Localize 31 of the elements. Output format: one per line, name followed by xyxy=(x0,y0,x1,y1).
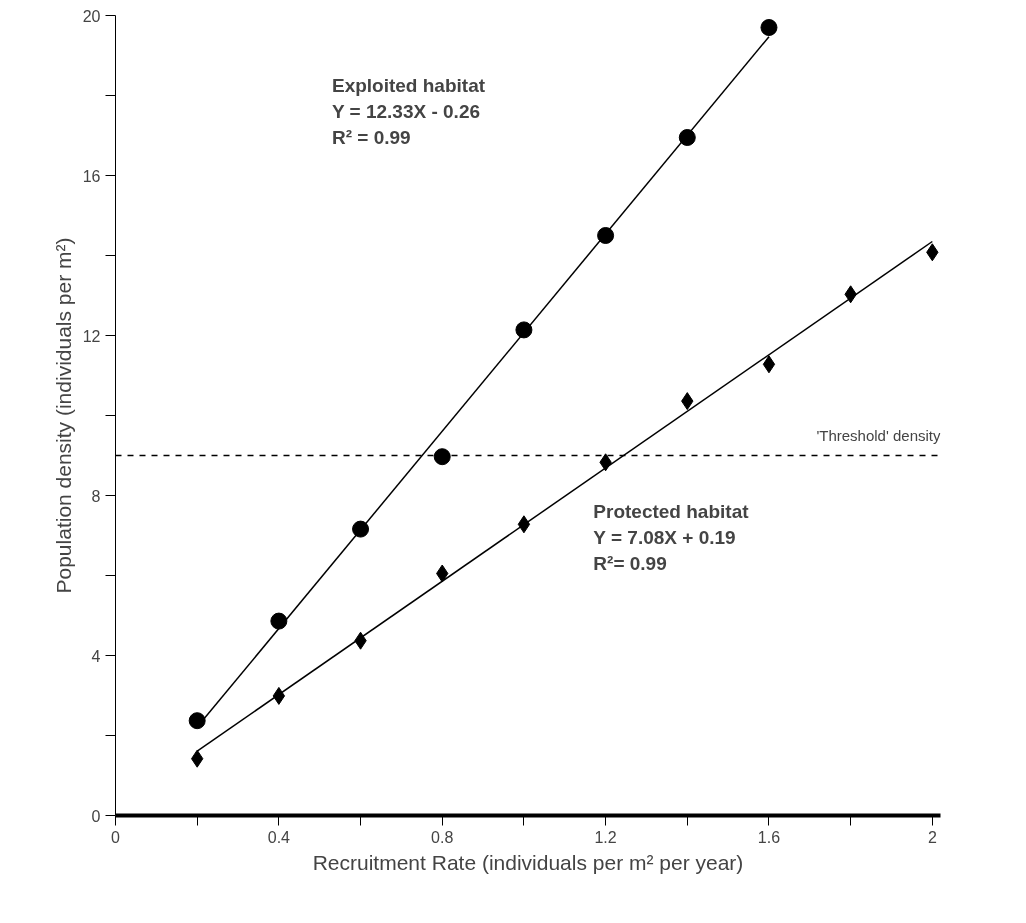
point xyxy=(597,227,615,244)
x-tick-label: 2 xyxy=(927,828,937,846)
x-axis-title: Recruitment Rate (individuals per m² per year) xyxy=(312,850,744,874)
point xyxy=(678,129,696,146)
point xyxy=(760,19,778,36)
annotation: R²= 0.99 xyxy=(593,552,667,574)
point xyxy=(762,355,776,374)
y-tick-label: 0 xyxy=(91,807,101,825)
annotation: R² = 0.99 xyxy=(331,126,411,148)
x-tick-label: 0.8 xyxy=(431,828,454,846)
point xyxy=(272,686,286,705)
x-tick-label: 0.4 xyxy=(267,828,291,846)
x-tick-label: 0 xyxy=(111,828,121,846)
annotation: Exploited habitat xyxy=(331,74,486,96)
point xyxy=(188,712,206,730)
y-tick-label: 12 xyxy=(82,327,101,345)
x-tick-label: 1.6 xyxy=(757,828,781,846)
y-tick-label: 20 xyxy=(82,7,101,25)
point xyxy=(270,612,288,630)
ref-line-label: 'Threshold' density xyxy=(816,426,941,444)
y-axis-title: Population density (individuals per m²) xyxy=(51,237,75,594)
y-tick-label: 16 xyxy=(82,167,101,185)
annotation: Y = 7.08X + 0.19 xyxy=(593,526,736,548)
point xyxy=(433,448,451,466)
x-tick-label: 1.2 xyxy=(594,828,617,846)
point xyxy=(517,515,531,534)
y-tick-label: 8 xyxy=(91,487,101,505)
annotation: Protected habitat xyxy=(593,500,750,522)
y-tick-label: 4 xyxy=(91,647,101,665)
point xyxy=(352,520,370,538)
annotation: Y = 12.33X - 0.26 xyxy=(331,100,481,122)
